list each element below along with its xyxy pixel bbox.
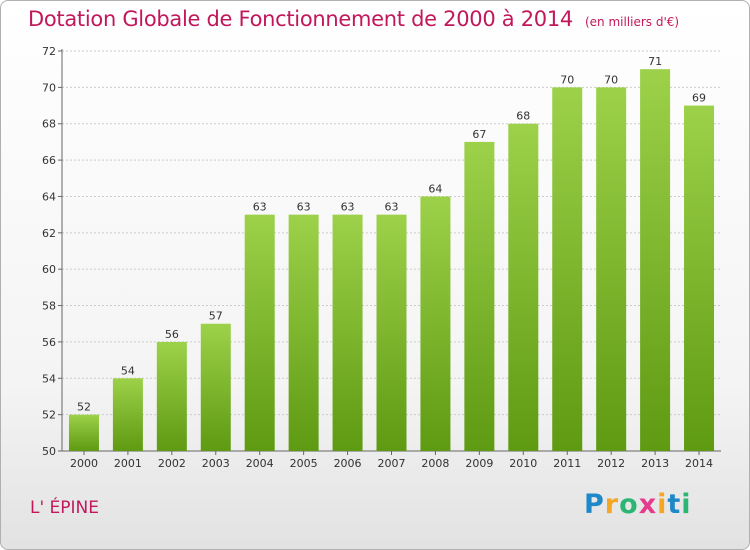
- bar-value-label: 52: [77, 401, 91, 414]
- bar: [200, 323, 231, 451]
- chart-unit: (en milliers d'€): [584, 15, 680, 29]
- bar-value-label: 54: [121, 364, 135, 377]
- y-tick-label: 54: [42, 372, 56, 385]
- x-tick-label: 2003: [202, 457, 230, 470]
- y-tick-label: 50: [42, 445, 56, 458]
- bar-value-label: 70: [604, 73, 618, 86]
- bar-value-label: 71: [648, 55, 662, 68]
- y-tick-label: 70: [42, 81, 56, 94]
- bar-value-label: 63: [253, 201, 267, 214]
- bar-value-label: 57: [209, 310, 223, 323]
- bar-value-label: 63: [341, 201, 355, 214]
- x-tick-label: 2005: [290, 457, 318, 470]
- bar: [552, 87, 583, 451]
- bar: [684, 105, 715, 451]
- bar: [640, 69, 671, 451]
- y-tick-label: 60: [42, 263, 56, 276]
- y-tick-label: 72: [42, 45, 56, 58]
- bar: [508, 123, 539, 452]
- bar: [464, 141, 495, 451]
- x-tick-label: 2010: [509, 457, 537, 470]
- y-tick-label: 66: [42, 154, 56, 167]
- logo-letter: x: [638, 489, 658, 520]
- bar-value-label: 69: [692, 92, 706, 105]
- bar: [376, 214, 407, 451]
- bar: [332, 214, 363, 451]
- labels: 50 52 54 56 58 60 62 64 66 68 70 72 52 2000 54 2001 56 20…: [42, 45, 713, 470]
- logo-letter: P: [584, 489, 605, 520]
- commune-name: L' ÉPINE: [30, 498, 100, 518]
- y-tick-label: 56: [42, 336, 56, 349]
- logo-letter: i: [657, 489, 668, 520]
- x-tick-label: 2009: [465, 457, 493, 470]
- logo-letter: t: [667, 489, 682, 520]
- x-tick-label: 2013: [641, 457, 669, 470]
- y-tick-label: 52: [42, 409, 56, 422]
- x-tick-label: 2002: [158, 457, 186, 470]
- x-tick-label: 2014: [685, 457, 713, 470]
- x-tick-label: 2012: [597, 457, 625, 470]
- logo-letter: o: [619, 489, 639, 520]
- bar: [156, 341, 187, 451]
- bar: [596, 87, 627, 451]
- bars: [68, 69, 715, 452]
- x-tick-label: 2004: [246, 457, 274, 470]
- logo-letter: r: [604, 489, 620, 520]
- proxiti-logo: Proxiti: [584, 489, 692, 520]
- bar: [244, 214, 275, 451]
- chart-title-text: Dotation Globale de Fonctionnement de 20…: [28, 7, 573, 31]
- x-tick-label: 2007: [378, 457, 406, 470]
- bar-value-label: 63: [297, 201, 311, 214]
- bar: [68, 414, 99, 451]
- y-tick-label: 64: [42, 190, 56, 203]
- x-tick-label: 2001: [114, 457, 142, 470]
- x-tick-label: 2006: [334, 457, 362, 470]
- bar: [112, 378, 143, 451]
- bar-value-label: 64: [428, 182, 442, 195]
- chart-title: Dotation Globale de Fonctionnement de 20…: [28, 7, 679, 31]
- x-tick-label: 2000: [70, 457, 98, 470]
- y-tick-label: 68: [42, 118, 56, 131]
- logo-letter: i: [681, 489, 692, 520]
- bar: [420, 196, 451, 451]
- y-tick-label: 62: [42, 227, 56, 240]
- x-tick-label: 2008: [421, 457, 449, 470]
- bar-value-label: 63: [385, 201, 399, 214]
- bar-value-label: 68: [516, 110, 530, 123]
- x-tick-label: 2011: [553, 457, 581, 470]
- bar: [288, 214, 319, 451]
- bar-value-label: 67: [472, 128, 486, 141]
- bar-value-label: 70: [560, 73, 574, 86]
- bar-value-label: 56: [165, 328, 179, 341]
- y-tick-label: 58: [42, 300, 56, 313]
